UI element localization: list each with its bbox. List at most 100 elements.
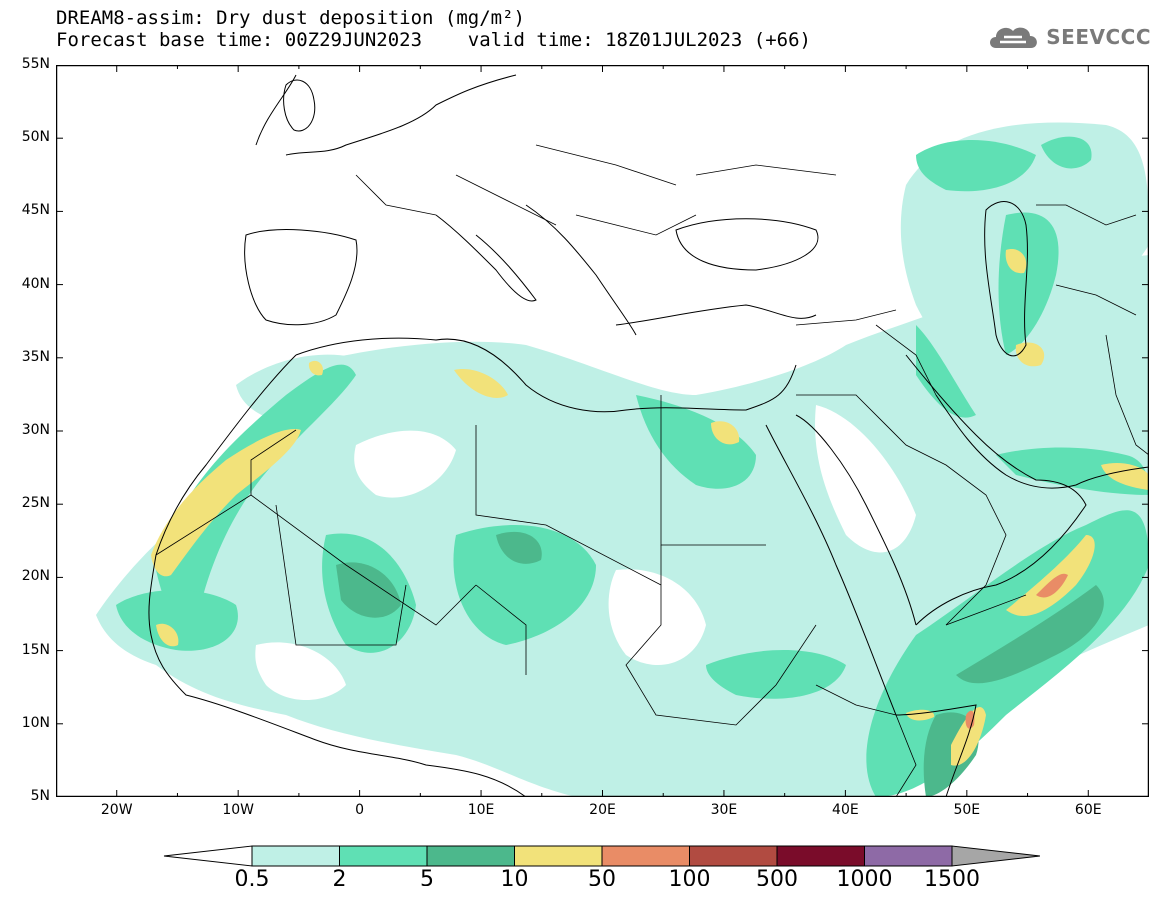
field-mid-iran bbox=[916, 325, 976, 418]
country-borders bbox=[155, 144, 1149, 797]
field-dark-oman bbox=[956, 585, 1104, 684]
legend-color-box bbox=[339, 845, 428, 867]
legend-over-arrow bbox=[951, 845, 1040, 867]
border-libya-chad bbox=[475, 425, 662, 586]
deposition-field bbox=[96, 122, 1149, 797]
coast-red-sea bbox=[765, 414, 917, 716]
legend-color-box bbox=[514, 845, 603, 867]
map-title: DREAM8-assim: Dry dust deposition (mg/m²… bbox=[56, 7, 525, 29]
lat-tick-label: 30N bbox=[21, 422, 50, 438]
legend-color-boxes bbox=[163, 845, 1040, 867]
seevccc-logo: SEEVCCC bbox=[986, 22, 1151, 52]
border-chad-niger bbox=[475, 584, 527, 675]
field-mid-chad bbox=[453, 525, 596, 645]
lon-tick-label: 40E bbox=[832, 802, 859, 818]
coast-black-sea bbox=[675, 218, 819, 271]
legend-labels: 0.5 2 5 10 50 100 500 1000 1500 bbox=[235, 867, 981, 886]
lat-tick-label: 25N bbox=[21, 495, 50, 512]
lon-tick-label: 30E bbox=[710, 802, 738, 818]
field-light-sahara bbox=[96, 255, 1149, 797]
lat-tick-label: 55N bbox=[21, 56, 50, 72]
coast-persian-gulf bbox=[935, 394, 1077, 489]
field-yellow-tunisia bbox=[454, 369, 508, 398]
border-sudan bbox=[625, 545, 817, 726]
legend-label: 2 bbox=[333, 867, 347, 886]
lon-tick-label: 20W bbox=[100, 802, 133, 818]
legend-label: 1000 bbox=[837, 867, 893, 886]
border-saudi bbox=[796, 394, 1007, 626]
border-yemen-oman bbox=[945, 594, 1027, 626]
lon-tick-label: 10E bbox=[467, 802, 495, 818]
lat-tick-label: 15N bbox=[21, 641, 50, 658]
lon-tick-label: 20E bbox=[589, 802, 616, 818]
coastlines bbox=[148, 74, 1149, 797]
field-yellow-oman bbox=[1006, 535, 1095, 616]
field-gap-2 bbox=[608, 569, 706, 665]
border-central-asia bbox=[1036, 204, 1137, 316]
coast-iberia bbox=[244, 229, 358, 326]
lat-tick-label: 40N bbox=[21, 275, 50, 292]
coast-africa-west bbox=[148, 354, 527, 797]
dust-deposition-map bbox=[56, 65, 1149, 797]
longitude-ticks bbox=[56, 65, 1149, 797]
lat-tick-label: 50N bbox=[21, 129, 50, 146]
field-mid-gulf bbox=[996, 447, 1149, 495]
lat-tick-label: 10N bbox=[21, 714, 50, 731]
cloud-icon bbox=[990, 27, 1038, 48]
lat-tick-label: 45N bbox=[21, 202, 50, 219]
legend-label: 10 bbox=[501, 867, 529, 886]
field-yellow-westsahara bbox=[151, 429, 301, 577]
legend-color-box bbox=[601, 845, 690, 867]
border-mali-niger bbox=[275, 504, 407, 646]
field-mid-sudan bbox=[706, 650, 846, 699]
lon-tick-label: 0 bbox=[355, 802, 365, 818]
border-iraq-iran bbox=[875, 324, 937, 396]
field-mid-westcoast-south bbox=[116, 590, 238, 651]
legend-color-box bbox=[864, 845, 953, 867]
lat-tick-label: 20N bbox=[21, 568, 50, 585]
lon-tick-label: 50E bbox=[953, 802, 981, 818]
field-yellow-caspian bbox=[1005, 249, 1027, 274]
field-mid-caspian-e bbox=[998, 212, 1059, 355]
lon-tick-label: 60E bbox=[1074, 802, 1102, 818]
legend-label: 100 bbox=[669, 867, 711, 886]
legend-color-box bbox=[689, 845, 778, 867]
field-yellow-gulf bbox=[1101, 463, 1149, 490]
coast-italy bbox=[435, 214, 537, 302]
field-orange-somalia bbox=[965, 710, 975, 729]
field-yellow-somalia bbox=[951, 706, 986, 766]
field-yellow-atlas bbox=[308, 360, 323, 376]
field-gap-1 bbox=[354, 430, 456, 498]
coast-caspian bbox=[984, 201, 1028, 357]
field-dark-chad bbox=[496, 531, 542, 564]
legend-label: 1500 bbox=[924, 867, 980, 886]
coast-europe-north bbox=[255, 74, 517, 156]
lon-tick-label: 10W bbox=[222, 802, 254, 818]
field-mid-caspian-n bbox=[916, 140, 1036, 192]
lat-tick-label: 35N bbox=[21, 348, 50, 365]
border-europe bbox=[355, 144, 837, 236]
legend-label: 0.5 bbox=[235, 867, 270, 886]
coast-arabia-east bbox=[905, 354, 1087, 626]
border-iran-afghanistan bbox=[1105, 334, 1149, 456]
logo-text: SEEVCCC bbox=[1046, 25, 1151, 49]
field-dark-niger bbox=[336, 562, 401, 618]
field-gap-4 bbox=[255, 642, 346, 700]
coast-british-isles bbox=[283, 79, 316, 132]
legend-color-box bbox=[776, 845, 865, 867]
lat-tick-label: 5N bbox=[30, 788, 50, 804]
field-yellow-turkmen bbox=[1015, 342, 1045, 367]
field-mid-egypt bbox=[636, 395, 756, 489]
field-gap-3 bbox=[815, 405, 916, 553]
field-mid-aral bbox=[1041, 136, 1092, 169]
legend-label: 50 bbox=[588, 867, 616, 886]
color-legend: 0.5 2 5 10 50 100 500 1000 1500 bbox=[163, 845, 1040, 886]
coast-horn-of-africa bbox=[895, 704, 977, 797]
legend-label: 5 bbox=[420, 867, 434, 886]
legend-color-box bbox=[426, 845, 515, 867]
legend-label: 500 bbox=[756, 867, 798, 886]
border-ethiopia bbox=[815, 684, 917, 797]
field-yellow-senegal bbox=[156, 623, 179, 647]
coast-arabian-sea-iran bbox=[1075, 466, 1149, 486]
forecast-time-subtitle: Forecast base time: 00Z29JUN2023 valid t… bbox=[56, 29, 811, 51]
